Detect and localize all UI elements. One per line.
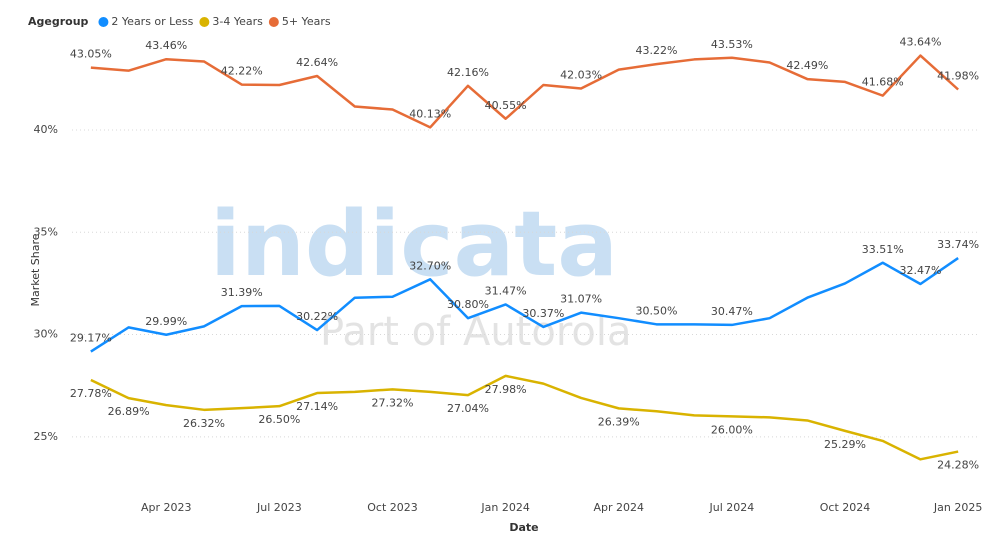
data-label: 26.89% [108,405,150,418]
legend-label: 3-4 Years [212,15,263,28]
data-label: 24.28% [937,459,979,472]
data-label: 42.64% [296,56,338,69]
data-label: 43.64% [899,36,941,49]
y-axis-title: Market Share [29,233,42,306]
data-label: 31.47% [485,284,527,297]
data-label: 32.70% [409,259,451,272]
data-label: 43.05% [70,48,112,61]
data-label: 26.50% [258,413,300,426]
x-tick-label: Jul 2023 [256,501,302,514]
legend-title: Agegroup [28,15,89,28]
data-label: 32.47% [899,264,941,277]
watermark: indicata [210,192,618,297]
data-label: 29.17% [70,332,112,345]
data-label: 29.99% [145,315,187,328]
data-label: 43.22% [636,44,678,57]
data-label: 40.13% [409,107,451,120]
x-tick-label: Apr 2023 [141,501,192,514]
data-label: 31.07% [560,293,602,306]
legend-marker [268,17,279,27]
data-label: 30.50% [636,304,678,317]
y-tick-label: 35% [34,225,58,238]
data-label: 43.46% [145,39,187,52]
data-label: 27.14% [296,400,338,413]
data-label: 27.98% [485,383,527,396]
data-label: 41.68% [862,76,904,89]
data-label: 42.16% [447,66,489,79]
data-label: 26.39% [598,415,640,428]
x-axis-title: Date [509,521,538,534]
data-label: 25.29% [824,438,866,451]
data-label: 42.22% [221,65,263,78]
data-label: 30.22% [296,310,338,323]
data-label: 27.32% [372,396,414,409]
x-tick-label: Jan 2025 [933,501,982,514]
data-label: 33.51% [862,243,904,256]
data-label: 33.74% [937,238,979,251]
legend-label: 5+ Years [282,15,331,28]
data-label: 42.49% [786,59,828,72]
series-line [90,374,959,461]
x-tick-label: Oct 2024 [820,501,871,514]
data-label: 40.55% [485,99,527,112]
legend-marker [199,17,210,27]
data-label: 27.78% [70,387,112,400]
data-label: 31.39% [221,286,263,299]
legend-marker [98,17,109,27]
x-tick-label: Jan 2024 [480,501,529,514]
x-tick-label: Jul 2024 [709,501,755,514]
y-tick-label: 40% [34,123,58,136]
data-label: 43.53% [711,38,753,51]
series-line [90,257,959,353]
data-label: 27.04% [447,402,489,415]
data-label: 26.32% [183,417,225,430]
data-label: 41.98% [937,70,979,83]
y-tick-label: 25% [34,430,58,443]
y-tick-label: 30% [34,328,58,341]
x-tick-label: Apr 2024 [594,501,645,514]
series-line [90,54,959,129]
legend-label: 2 Years or Less [111,15,193,28]
data-label: 30.47% [711,305,753,318]
data-label: 26.00% [711,423,753,436]
data-label: 42.03% [560,68,602,81]
data-label: 30.80% [447,298,489,311]
x-tick-label: Oct 2023 [367,501,418,514]
data-label: 30.37% [522,307,564,320]
